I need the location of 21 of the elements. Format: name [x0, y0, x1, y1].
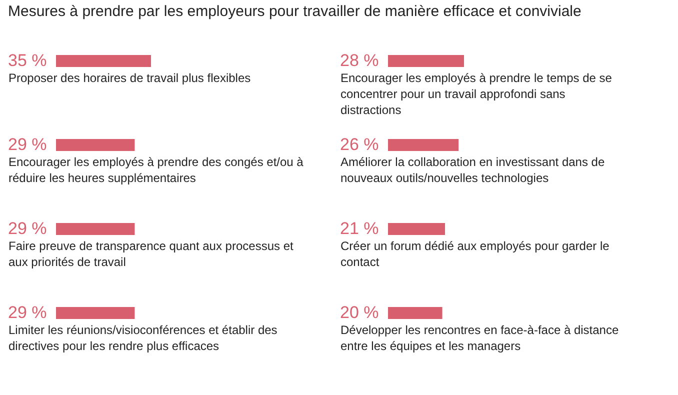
- data-label: 28 %: [340, 51, 379, 70]
- data-label: 21 %: [340, 219, 379, 238]
- y-tick-label: Encourager les employés à prendre le temps de se concentrer pour un travail approfondi sans distractions: [340, 71, 612, 117]
- y-tick-label: Développer les rencontres en face-à-face à distance entre les équipes et les managers: [340, 323, 619, 353]
- bar: [388, 139, 459, 151]
- data-label: 29 %: [8, 135, 47, 154]
- y-tick-label: Limiter les réunions/visioconférences et établir des directives pour les rendre plus efficaces: [8, 323, 278, 353]
- bar: [388, 55, 464, 67]
- data-label: 35 %: [8, 51, 47, 70]
- text: Mesures à prendre par les employeurs pour travailler de manière efficace et conviviale: [8, 3, 582, 20]
- y-tick-label: Améliorer la collaboration en investissant dans de nouveaux outils/nouvelles technologies: [340, 155, 605, 185]
- data-label: 20 %: [340, 303, 379, 322]
- bar: [388, 307, 442, 319]
- data-label: 26 %: [340, 135, 379, 154]
- bar: [388, 223, 445, 235]
- data-label: 29 %: [8, 303, 47, 322]
- y-tick-label: Encourager les employés à prendre des congés et/ou à réduire les heures supplémentaires: [8, 155, 304, 185]
- y-tick-label: Proposer des horaires de travail plus flexibles: [8, 71, 251, 85]
- data-label: 29 %: [8, 219, 47, 238]
- y-tick-label: Faire preuve de transparence quant aux processus et aux priorités de travail: [8, 239, 294, 269]
- y-tick-label: Créer un forum dédié aux employés pour garder le contact: [340, 239, 610, 269]
